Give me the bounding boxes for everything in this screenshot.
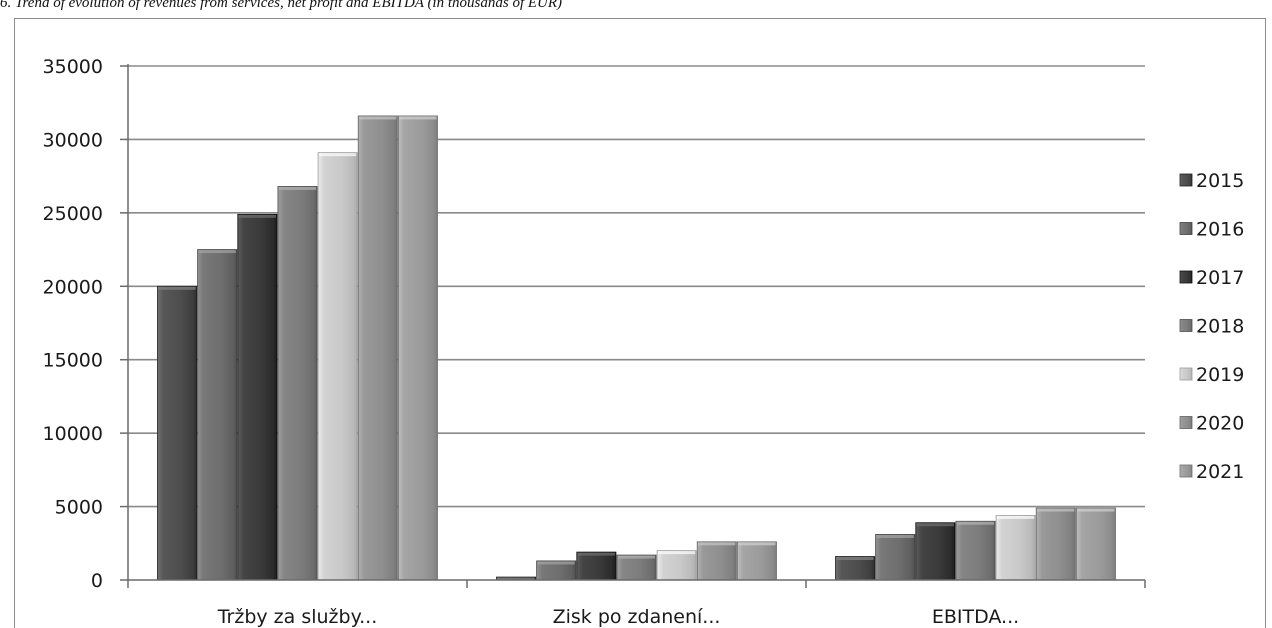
bar-2019-2: [656, 550, 697, 581]
y-tick-label: 35000: [43, 56, 103, 78]
bar-top-2016-3: [876, 534, 914, 538]
bar-top-2020-1: [359, 116, 397, 120]
bar-top-2018-1: [278, 186, 317, 190]
bars: [157, 115, 1116, 581]
bar-2020-2: [696, 541, 737, 581]
legend: 2015 2016 2017 2018 2019 2020 2021: [1179, 170, 1244, 483]
y-tick-label: 5000: [55, 497, 103, 519]
bar-top-2021-1: [399, 116, 437, 120]
bar-2020-3: [1035, 507, 1076, 581]
legend-label-2017: 2017: [1196, 267, 1244, 289]
bar-2020-1: [357, 115, 398, 581]
y-tick-label: 25000: [43, 203, 103, 225]
bar-top-2017-2: [577, 552, 615, 556]
x-tick-label: Tržby za služby...: [217, 606, 378, 628]
bar-2016-3: [875, 534, 916, 581]
y-tick-label: 15000: [43, 350, 103, 372]
bar-2016-1: [197, 249, 238, 581]
legend-swatch-2020: [1179, 416, 1193, 429]
bar-top-2018-3: [956, 521, 995, 525]
x-tick-label: EBITDA...: [932, 606, 1019, 628]
bar-top-2020-3: [1037, 508, 1075, 512]
legend-label-2019: 2019: [1196, 364, 1244, 386]
y-tick-label: 10000: [43, 423, 103, 445]
legend-swatch-2015: [1179, 173, 1193, 187]
bar-top-2017-1: [238, 214, 276, 218]
bar-top-2016-2: [537, 561, 575, 565]
legend-label-2018: 2018: [1196, 316, 1244, 338]
legend-label-2021: 2021: [1196, 461, 1244, 483]
bar-top-2019-3: [997, 515, 1035, 519]
bar-2018-1: [277, 186, 318, 581]
x-tick-label: Zisk po zdanení...: [553, 606, 721, 628]
bar-2021-2: [736, 541, 777, 581]
y-tick-label: 20000: [43, 276, 103, 298]
bar-top-2021-3: [1077, 508, 1115, 512]
legend-swatch-2018: [1179, 319, 1193, 332]
legend-label-2020: 2020: [1196, 413, 1244, 435]
bar-2015-3: [835, 556, 876, 581]
bar-2017-1: [237, 213, 278, 581]
bar-top-2019-2: [658, 551, 696, 555]
bar-top-2015-2: [497, 577, 535, 581]
y-tick-label: 0: [91, 570, 103, 592]
legend-label-2016: 2016: [1196, 219, 1244, 241]
bar-2017-2: [576, 551, 617, 581]
bar-2017-3: [915, 522, 956, 581]
legend-swatch-2017: [1179, 270, 1193, 284]
legend-label-2015: 2015: [1196, 170, 1244, 192]
legend-swatch-2021: [1179, 464, 1193, 478]
bar-top-2015-1: [158, 286, 196, 290]
bar-2015-1: [157, 285, 198, 581]
bar-2019-3: [995, 514, 1036, 581]
bar-2021-3: [1075, 507, 1116, 581]
bar-2021-1: [397, 115, 438, 581]
bar-top-2020-2: [698, 542, 736, 546]
axes: 0 5000 10000 15000 20000 25000 30000 35000 Tržby…: [43, 56, 1146, 628]
bar-top-2016-1: [198, 250, 236, 254]
bar-top-2021-2: [738, 542, 776, 546]
bar-2018-2: [616, 554, 657, 581]
bar-top-2017-3: [916, 523, 954, 527]
y-tick-label: 30000: [43, 129, 103, 151]
bar-top-2015-3: [836, 557, 874, 561]
bar-top-2018-2: [617, 555, 656, 559]
bar-top-2019-1: [319, 153, 357, 157]
legend-swatch-2016: [1179, 222, 1193, 235]
bar-2018-3: [955, 520, 996, 581]
bar-2019-1: [317, 152, 358, 581]
figure-caption: 6. Trend of evolution of revenues from s…: [0, 0, 563, 11]
legend-swatch-2019: [1179, 367, 1193, 381]
